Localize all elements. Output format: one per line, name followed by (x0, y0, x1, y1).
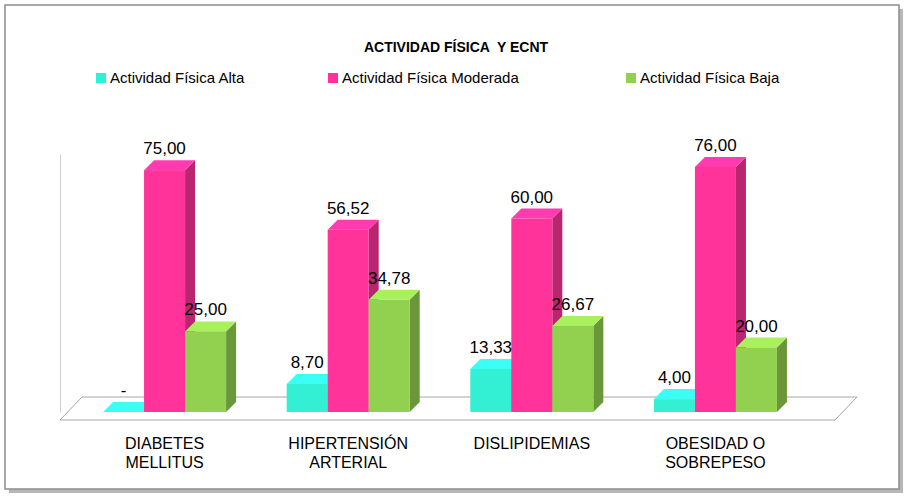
bar (695, 167, 736, 412)
chart: ACTIVIDAD FÍSICA Y ECNT Actividad Física … (0, 0, 908, 498)
legend-swatch (328, 73, 338, 83)
x-tick-label: HIPERTENSIÓNARTERIAL (288, 434, 408, 470)
data-label: 75,00 (143, 139, 186, 158)
x-tick-label: OBESIDAD OSOBREPESO (665, 435, 765, 470)
legend-item: Actividad Física Baja (626, 69, 780, 86)
legend-swatch (626, 73, 636, 83)
bar (287, 384, 328, 412)
bar-3d (185, 321, 236, 412)
bar (144, 170, 185, 412)
bars (103, 157, 787, 412)
title: ACTIVIDAD FÍSICA Y ECNT (364, 39, 549, 55)
bar-top (185, 321, 236, 331)
bar-top (511, 209, 562, 219)
bar (511, 219, 552, 413)
bar-3d (369, 290, 420, 412)
data-label: 4,00 (658, 368, 691, 387)
bar (328, 230, 369, 412)
bar-side (777, 338, 787, 413)
x-tick-label: DIABETESMELLITUS (125, 435, 204, 470)
legend-label: Actividad Física Moderada (342, 69, 519, 86)
bar (185, 331, 226, 412)
bar (470, 369, 511, 412)
bar-3d (552, 316, 603, 412)
bar-top (144, 160, 195, 170)
bar-side (410, 290, 420, 412)
data-label: 20,00 (735, 317, 778, 336)
data-label: 76,00 (694, 136, 737, 155)
bar-top (736, 338, 787, 348)
data-label: 26,67 (552, 295, 595, 314)
data-label: 34,78 (368, 269, 411, 288)
bar (103, 412, 144, 413)
x-tick: HIPERTENSIÓNARTERIAL (288, 432, 408, 471)
data-labels: - 8,70 13,33 4,00 75,00 56,52 60,00 76,00 25,00 3… (121, 136, 778, 400)
frame (5, 5, 899, 489)
bar-side (226, 321, 236, 412)
legend-label: Actividad Física Alta (110, 69, 245, 86)
x-tick-label: DISLIPIDEMIAS (474, 435, 590, 452)
x-tick: OBESIDAD OSOBREPESO (665, 432, 765, 471)
bar-top (369, 290, 420, 300)
data-label: 13,33 (470, 338, 513, 357)
legend-swatch (96, 73, 106, 83)
bar-top (695, 157, 746, 167)
bar-top (328, 220, 379, 230)
x-tick: DIABETESMELLITUS (125, 432, 204, 471)
data-label: 56,52 (327, 199, 370, 218)
data-label: 8,70 (291, 353, 324, 372)
data-label: - (121, 381, 127, 400)
y-axis-line (60, 155, 61, 413)
legend-label: Actividad Física Baja (640, 69, 780, 86)
bar (369, 300, 410, 412)
bar (552, 326, 593, 412)
bar (736, 348, 777, 413)
legend-item: Actividad Física Moderada (328, 69, 519, 86)
x-axis: DIABETESMELLITUS HIPERTENSIÓNARTERIAL DISL… (125, 432, 766, 471)
y-axis (60, 155, 61, 413)
bar-3d (736, 338, 787, 413)
data-label: 60,00 (511, 188, 554, 207)
legend: Actividad Física Alta Actividad Física Mo… (96, 69, 780, 86)
bar (654, 399, 695, 412)
bar-top (552, 316, 603, 326)
legend-item: Actividad Física Alta (96, 69, 245, 86)
data-label: 25,00 (184, 300, 227, 319)
x-tick: DISLIPIDEMIAS (474, 432, 590, 452)
bar-side (593, 316, 603, 412)
